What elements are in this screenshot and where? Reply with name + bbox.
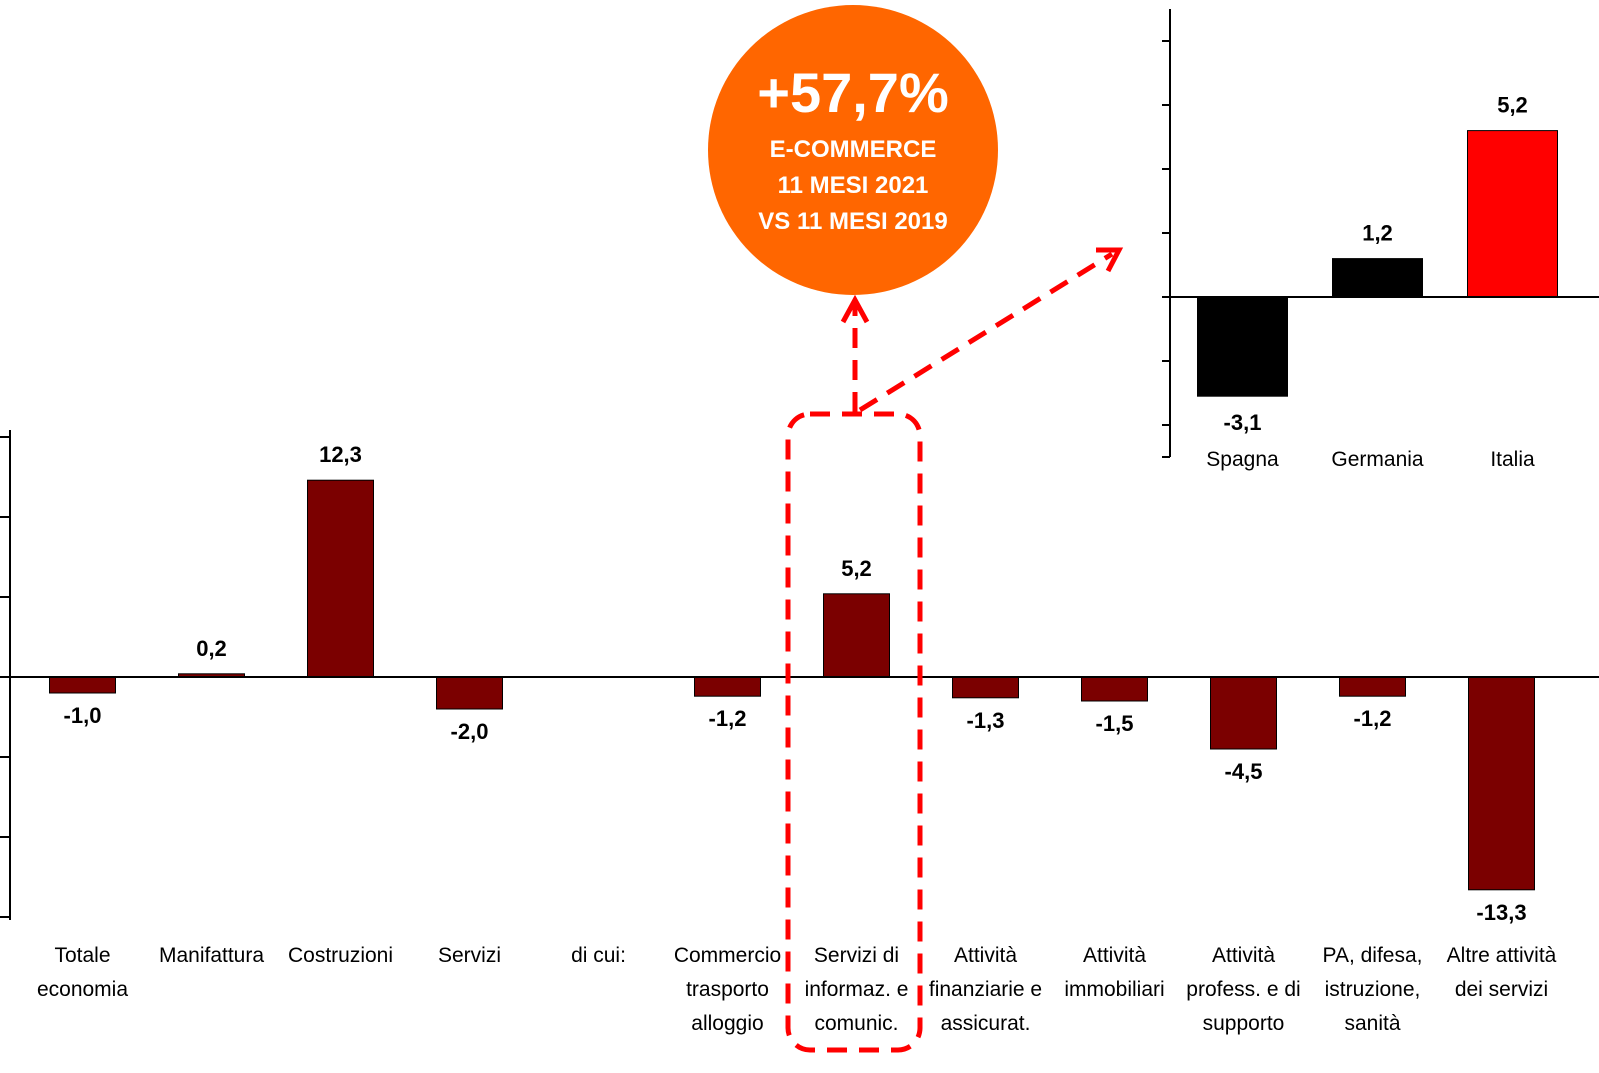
category-label: sanità — [1344, 1012, 1400, 1035]
category-label: Servizi di — [814, 944, 899, 967]
badge-line-3: VS 11 MESI 2019 — [758, 208, 947, 235]
value-label: -1,2 — [1354, 706, 1392, 731]
category-label: profess. e di — [1186, 978, 1300, 1001]
bar — [49, 676, 116, 694]
bar — [1081, 676, 1148, 702]
inset-bar — [1332, 258, 1423, 298]
badge-circle — [708, 5, 998, 295]
value-label: 12,3 — [319, 442, 362, 467]
bar — [1210, 676, 1277, 750]
value-label: -1,0 — [64, 703, 102, 728]
inset-category-label: Italia — [1490, 448, 1535, 471]
category-label: finanziarie e — [929, 978, 1042, 1001]
inset-category-label: Germania — [1331, 448, 1424, 471]
category-label: alloggio — [691, 1012, 763, 1035]
category-label: Manifattura — [159, 944, 264, 967]
category-label: PA, difesa, — [1323, 944, 1423, 967]
ecommerce-badge: +57,7% E-COMMERCE 11 MESI 2021 VS 11 MES… — [708, 5, 998, 295]
bar — [1468, 676, 1535, 891]
category-label: dei servizi — [1455, 978, 1548, 1001]
category-label: di cui: — [571, 944, 626, 967]
value-label: -1,5 — [1096, 711, 1134, 736]
inset-value-label: -3,1 — [1224, 410, 1262, 435]
badge-percent: +57,7% — [757, 61, 949, 124]
bar — [1339, 676, 1406, 697]
bar — [436, 676, 503, 710]
value-label: -1,3 — [967, 708, 1005, 733]
category-label: trasporto — [686, 978, 769, 1001]
badge-line-1: E-COMMERCE — [770, 136, 937, 163]
bar — [823, 593, 890, 678]
category-label: Totale — [54, 944, 110, 967]
value-label: -4,5 — [1225, 759, 1263, 784]
inset-bar-chart: -3,1 Spagna 1,2 Germania 5,2 Italia — [1162, 9, 1599, 471]
arrow-up-head — [840, 294, 870, 324]
inset-value-label: 1,2 — [1362, 221, 1393, 246]
value-label: -13,3 — [1476, 900, 1526, 925]
highlight-box — [785, 411, 923, 1053]
bar — [694, 676, 761, 697]
bar — [307, 479, 374, 678]
value-label: -2,0 — [451, 719, 489, 744]
category-label: Servizi — [438, 944, 501, 967]
bar — [952, 676, 1019, 699]
category-label: Attività — [1083, 944, 1146, 967]
category-label: Attività — [954, 944, 1017, 967]
category-label: comunic. — [814, 1012, 898, 1035]
value-label: 5,2 — [841, 556, 872, 581]
category-label: supporto — [1203, 1012, 1285, 1035]
category-label: immobiliari — [1064, 978, 1164, 1001]
callout-arrows — [785, 247, 1124, 1053]
category-label: Attività — [1212, 944, 1275, 967]
category-label: istruzione, — [1325, 978, 1421, 1001]
category-label: informaz. e — [805, 978, 909, 1001]
category-label: Commercio — [674, 944, 781, 967]
arrow-inset-line — [858, 251, 1114, 413]
inset-value-label: 5,2 — [1497, 93, 1528, 118]
value-label: 0,2 — [196, 636, 227, 661]
inset-bar — [1197, 296, 1288, 397]
badge-line-2: 11 MESI 2021 — [778, 172, 929, 199]
category-label: Costruzioni — [288, 944, 393, 967]
main-bar-chart: -1,0 Totale economia 0,2 Manifattura 12,3 Cost… — [0, 430, 1599, 1035]
value-label: -1,2 — [709, 706, 747, 731]
category-label: economia — [37, 978, 128, 1001]
inset-category-label: Spagna — [1206, 448, 1279, 471]
arrow-inset-head — [1096, 247, 1124, 273]
category-label: Altre attività — [1447, 944, 1557, 967]
inset-bar — [1467, 130, 1558, 298]
category-label: assicurat. — [941, 1012, 1031, 1035]
